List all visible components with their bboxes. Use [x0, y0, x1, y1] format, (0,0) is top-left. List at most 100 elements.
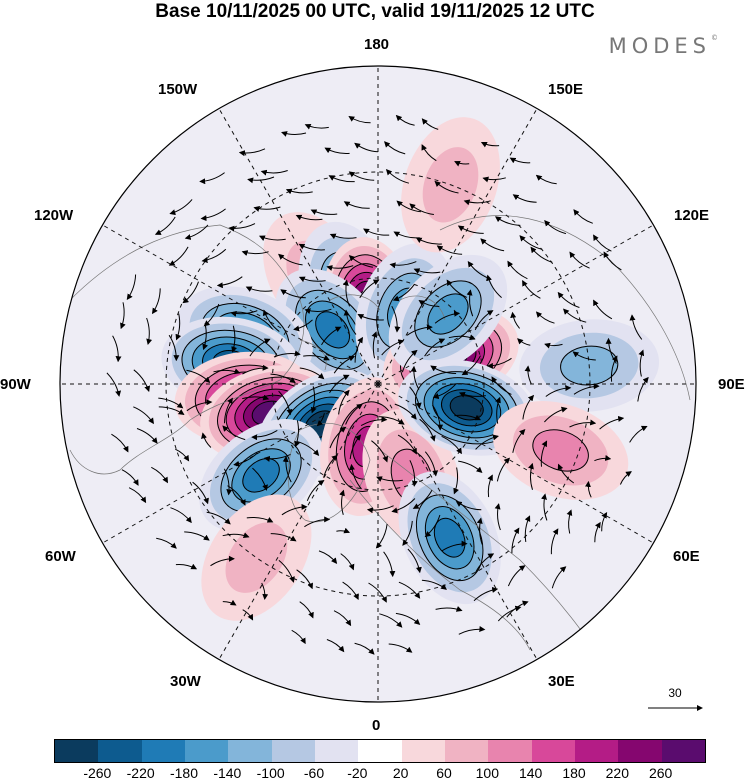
modes-logo: MODES© [609, 34, 718, 58]
colorbar-segment [661, 740, 705, 762]
wind-vector [522, 394, 535, 420]
wind-vector [206, 511, 231, 525]
wind-vector [154, 216, 176, 235]
wind-vector [455, 501, 482, 511]
wind-vector [371, 331, 378, 359]
wind-vector [324, 147, 350, 155]
vector-scale-arrow [648, 705, 703, 711]
wind-vector [278, 560, 295, 583]
wind-vector [381, 339, 405, 356]
wind-vector [506, 600, 529, 618]
wind-vector [298, 276, 326, 283]
wind-vector [333, 610, 352, 627]
colorbar-segment [55, 740, 99, 762]
colorbar-segment [141, 740, 185, 762]
wind-vector [441, 540, 468, 552]
wind-vector [245, 286, 273, 292]
colorbar-segment [401, 740, 445, 762]
wind-vector [461, 355, 481, 376]
wind-vector [233, 452, 258, 467]
positive-anomaly [492, 401, 629, 500]
wind-vector [406, 324, 433, 336]
colorbar-tick-label: -100 [256, 765, 285, 781]
wind-vector [210, 555, 235, 567]
lon-label-30w: 30W [170, 673, 201, 690]
colorbar-tick-label: -260 [83, 765, 112, 781]
wind-vector [544, 342, 563, 349]
wind-vector [201, 432, 212, 448]
wind-vector [491, 376, 512, 395]
wind-vector [112, 335, 122, 363]
wind-vector [168, 246, 189, 266]
wind-vector [249, 338, 271, 357]
wind-vector [474, 310, 494, 331]
wind-vector [540, 440, 548, 467]
lon-label-120e: 120E [674, 207, 710, 224]
wind-vector [409, 203, 434, 215]
colorbar-tick-label: 20 [392, 765, 409, 781]
wind-vector [535, 174, 557, 185]
wind-vector [375, 523, 388, 549]
colorbar-tick-label: 100 [475, 765, 499, 781]
wind-vector [168, 334, 180, 362]
lon-label-30e: 30E [548, 673, 575, 690]
wind-vector [480, 142, 500, 148]
wind-vector [280, 289, 306, 299]
wind-vector [340, 553, 355, 571]
wind-vector [544, 406, 568, 423]
colorbar-tick-label: 180 [562, 765, 586, 781]
wind-vector [294, 420, 300, 448]
wind-vector [510, 311, 520, 329]
wind-vector [593, 299, 613, 320]
wind-vector [545, 385, 572, 397]
colorbar-segment [228, 740, 272, 762]
wind-vector [569, 251, 590, 269]
wind-vector [111, 433, 129, 453]
wind-vector [402, 520, 413, 546]
wind-vector [480, 238, 505, 252]
wind-vector [184, 531, 210, 541]
wind-vector [336, 527, 351, 534]
wind-vector [401, 349, 418, 373]
wind-vector [326, 639, 345, 653]
wind-vector [379, 613, 403, 628]
wind-vector [394, 403, 417, 420]
colorbar-segment [618, 740, 662, 762]
meridian-line [377, 383, 654, 544]
wind-vector [299, 601, 314, 619]
wind-vector [594, 521, 601, 543]
wind-vector [228, 223, 256, 232]
wind-vector [238, 148, 266, 157]
wind-vector [458, 626, 486, 635]
wind-vector [473, 586, 499, 602]
wind-vector [396, 200, 421, 213]
anomaly-contour [449, 395, 484, 421]
wind-vector [371, 440, 389, 463]
wind-vector [329, 233, 357, 240]
wind-vector [512, 428, 526, 453]
wind-vector [291, 629, 306, 645]
colorbar-segment [271, 740, 315, 762]
wind-vector [321, 326, 342, 346]
colorbar-tick-label: -140 [213, 765, 242, 781]
wind-vector [517, 338, 531, 346]
lon-label-60e: 60E [673, 548, 700, 565]
wind-vector [551, 566, 567, 589]
wind-vector [454, 414, 482, 421]
anomaly-contour [433, 517, 466, 558]
wind-vector [184, 224, 209, 240]
wind-vector [227, 485, 246, 506]
wind-vector [409, 460, 418, 487]
colorbar [54, 739, 706, 763]
wind-vector [421, 118, 439, 130]
wind-vector [453, 467, 459, 495]
colorbar-segment [358, 740, 402, 762]
wind-vector [383, 551, 396, 578]
wind-vector [573, 383, 600, 395]
wind-vector [342, 581, 359, 600]
wind-vector [262, 309, 280, 332]
colorbar-tick-label: -180 [169, 765, 199, 781]
anomaly-contour [532, 429, 589, 472]
wind-vector [258, 235, 286, 241]
